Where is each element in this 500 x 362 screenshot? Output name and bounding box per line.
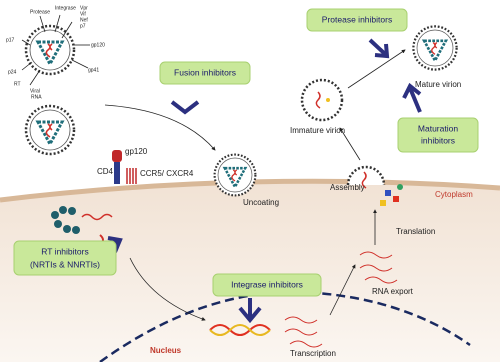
label: Immature virion xyxy=(290,126,345,135)
virion-label: p7 xyxy=(80,23,86,29)
virion-label: RNA xyxy=(31,94,42,100)
immature-virion xyxy=(300,78,344,122)
inhibitor: RT inhibitors xyxy=(41,246,88,256)
virion-label: RT xyxy=(14,81,21,87)
block-arrow xyxy=(170,100,200,115)
virion-label: gp41 xyxy=(88,67,99,73)
label: CD4 xyxy=(97,167,114,176)
dna xyxy=(209,324,271,336)
capsid-fragments xyxy=(51,206,80,234)
virion xyxy=(213,153,257,197)
inhibitor-box xyxy=(13,240,117,276)
virion xyxy=(24,104,76,156)
label: Assembly xyxy=(330,183,365,192)
rna xyxy=(81,213,113,221)
inhibitor-box xyxy=(306,8,408,32)
mature-virion xyxy=(412,25,458,71)
virion-label: p24 xyxy=(8,69,17,75)
inhibitor: Integrase inhibitors xyxy=(231,279,303,289)
label: Nucleus xyxy=(150,346,182,355)
inhibitor-box xyxy=(159,61,251,85)
label: gp120 xyxy=(125,147,148,156)
arrow xyxy=(104,104,216,151)
virion-label: Nef xyxy=(80,17,88,23)
mrna xyxy=(284,316,323,348)
proteins xyxy=(380,184,403,206)
label: Uncoating xyxy=(243,198,279,207)
inhibitor-box xyxy=(212,273,322,297)
label: Mature virion xyxy=(415,80,461,89)
coreceptor xyxy=(126,168,137,184)
label: Cytoplasm xyxy=(435,190,473,199)
block-arrow xyxy=(402,82,422,113)
label: Translation xyxy=(396,227,435,236)
arrow xyxy=(329,264,356,316)
mrna xyxy=(359,251,398,284)
label: Transcription xyxy=(290,349,336,358)
inhibitor: Fusion inhibitors xyxy=(174,67,236,77)
dna xyxy=(209,324,271,336)
label: RNA export xyxy=(372,287,414,296)
virion-label: Viral xyxy=(30,88,40,94)
virion-label: Protease xyxy=(30,9,50,15)
virion-label: Vif xyxy=(80,11,86,17)
inhibitor: Maturation xyxy=(418,123,458,133)
arrow xyxy=(347,49,406,89)
inhibitor: (NRTIs & NNRTIs) xyxy=(30,259,100,269)
arrow xyxy=(129,257,206,321)
virion-label: Vpr xyxy=(80,5,88,11)
inhibitor: inhibitors xyxy=(421,135,455,145)
block-arrow xyxy=(368,38,390,59)
gp120-receptor xyxy=(112,150,122,162)
virion-label: p17 xyxy=(6,37,15,43)
inhibitor: Protease inhibitors xyxy=(322,14,392,24)
virion xyxy=(24,24,76,76)
virion-label: Integrase xyxy=(55,5,76,11)
cd4 xyxy=(114,162,120,184)
virion-label: gp120 xyxy=(91,42,105,48)
inhibitor-box xyxy=(397,117,479,153)
block-arrow xyxy=(238,298,262,324)
arrow xyxy=(339,127,361,161)
label: CCR5/ CXCR4 xyxy=(140,169,194,178)
